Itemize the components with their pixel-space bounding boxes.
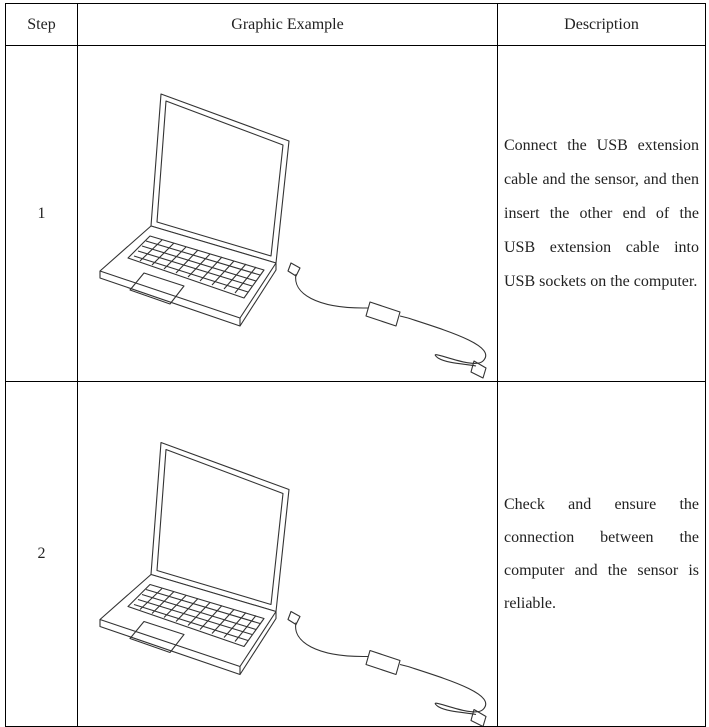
steps-table: Step Graphic Example Description 1 Conne…	[5, 3, 706, 727]
header-cell: Step	[5, 3, 78, 46]
description-cell: Connect the USB extension cable and the …	[497, 45, 706, 382]
header-cell: Graphic Example	[77, 3, 498, 46]
header-cell: Description	[497, 3, 706, 46]
table-row: 1 Connect the USB extension cable and th…	[5, 45, 706, 382]
step-cell: 1	[5, 45, 78, 382]
header-row: Step Graphic Example Description	[5, 3, 706, 46]
description-cell: Check and ensure the connection between …	[497, 381, 706, 727]
laptop-illustration	[78, 382, 498, 726]
laptop-illustration	[78, 46, 498, 381]
graphic-cell	[77, 45, 498, 382]
table-row: 2 Check and ensure the connection betwee…	[5, 381, 706, 727]
graphic-cell	[77, 381, 498, 727]
step-cell: 2	[5, 381, 78, 727]
